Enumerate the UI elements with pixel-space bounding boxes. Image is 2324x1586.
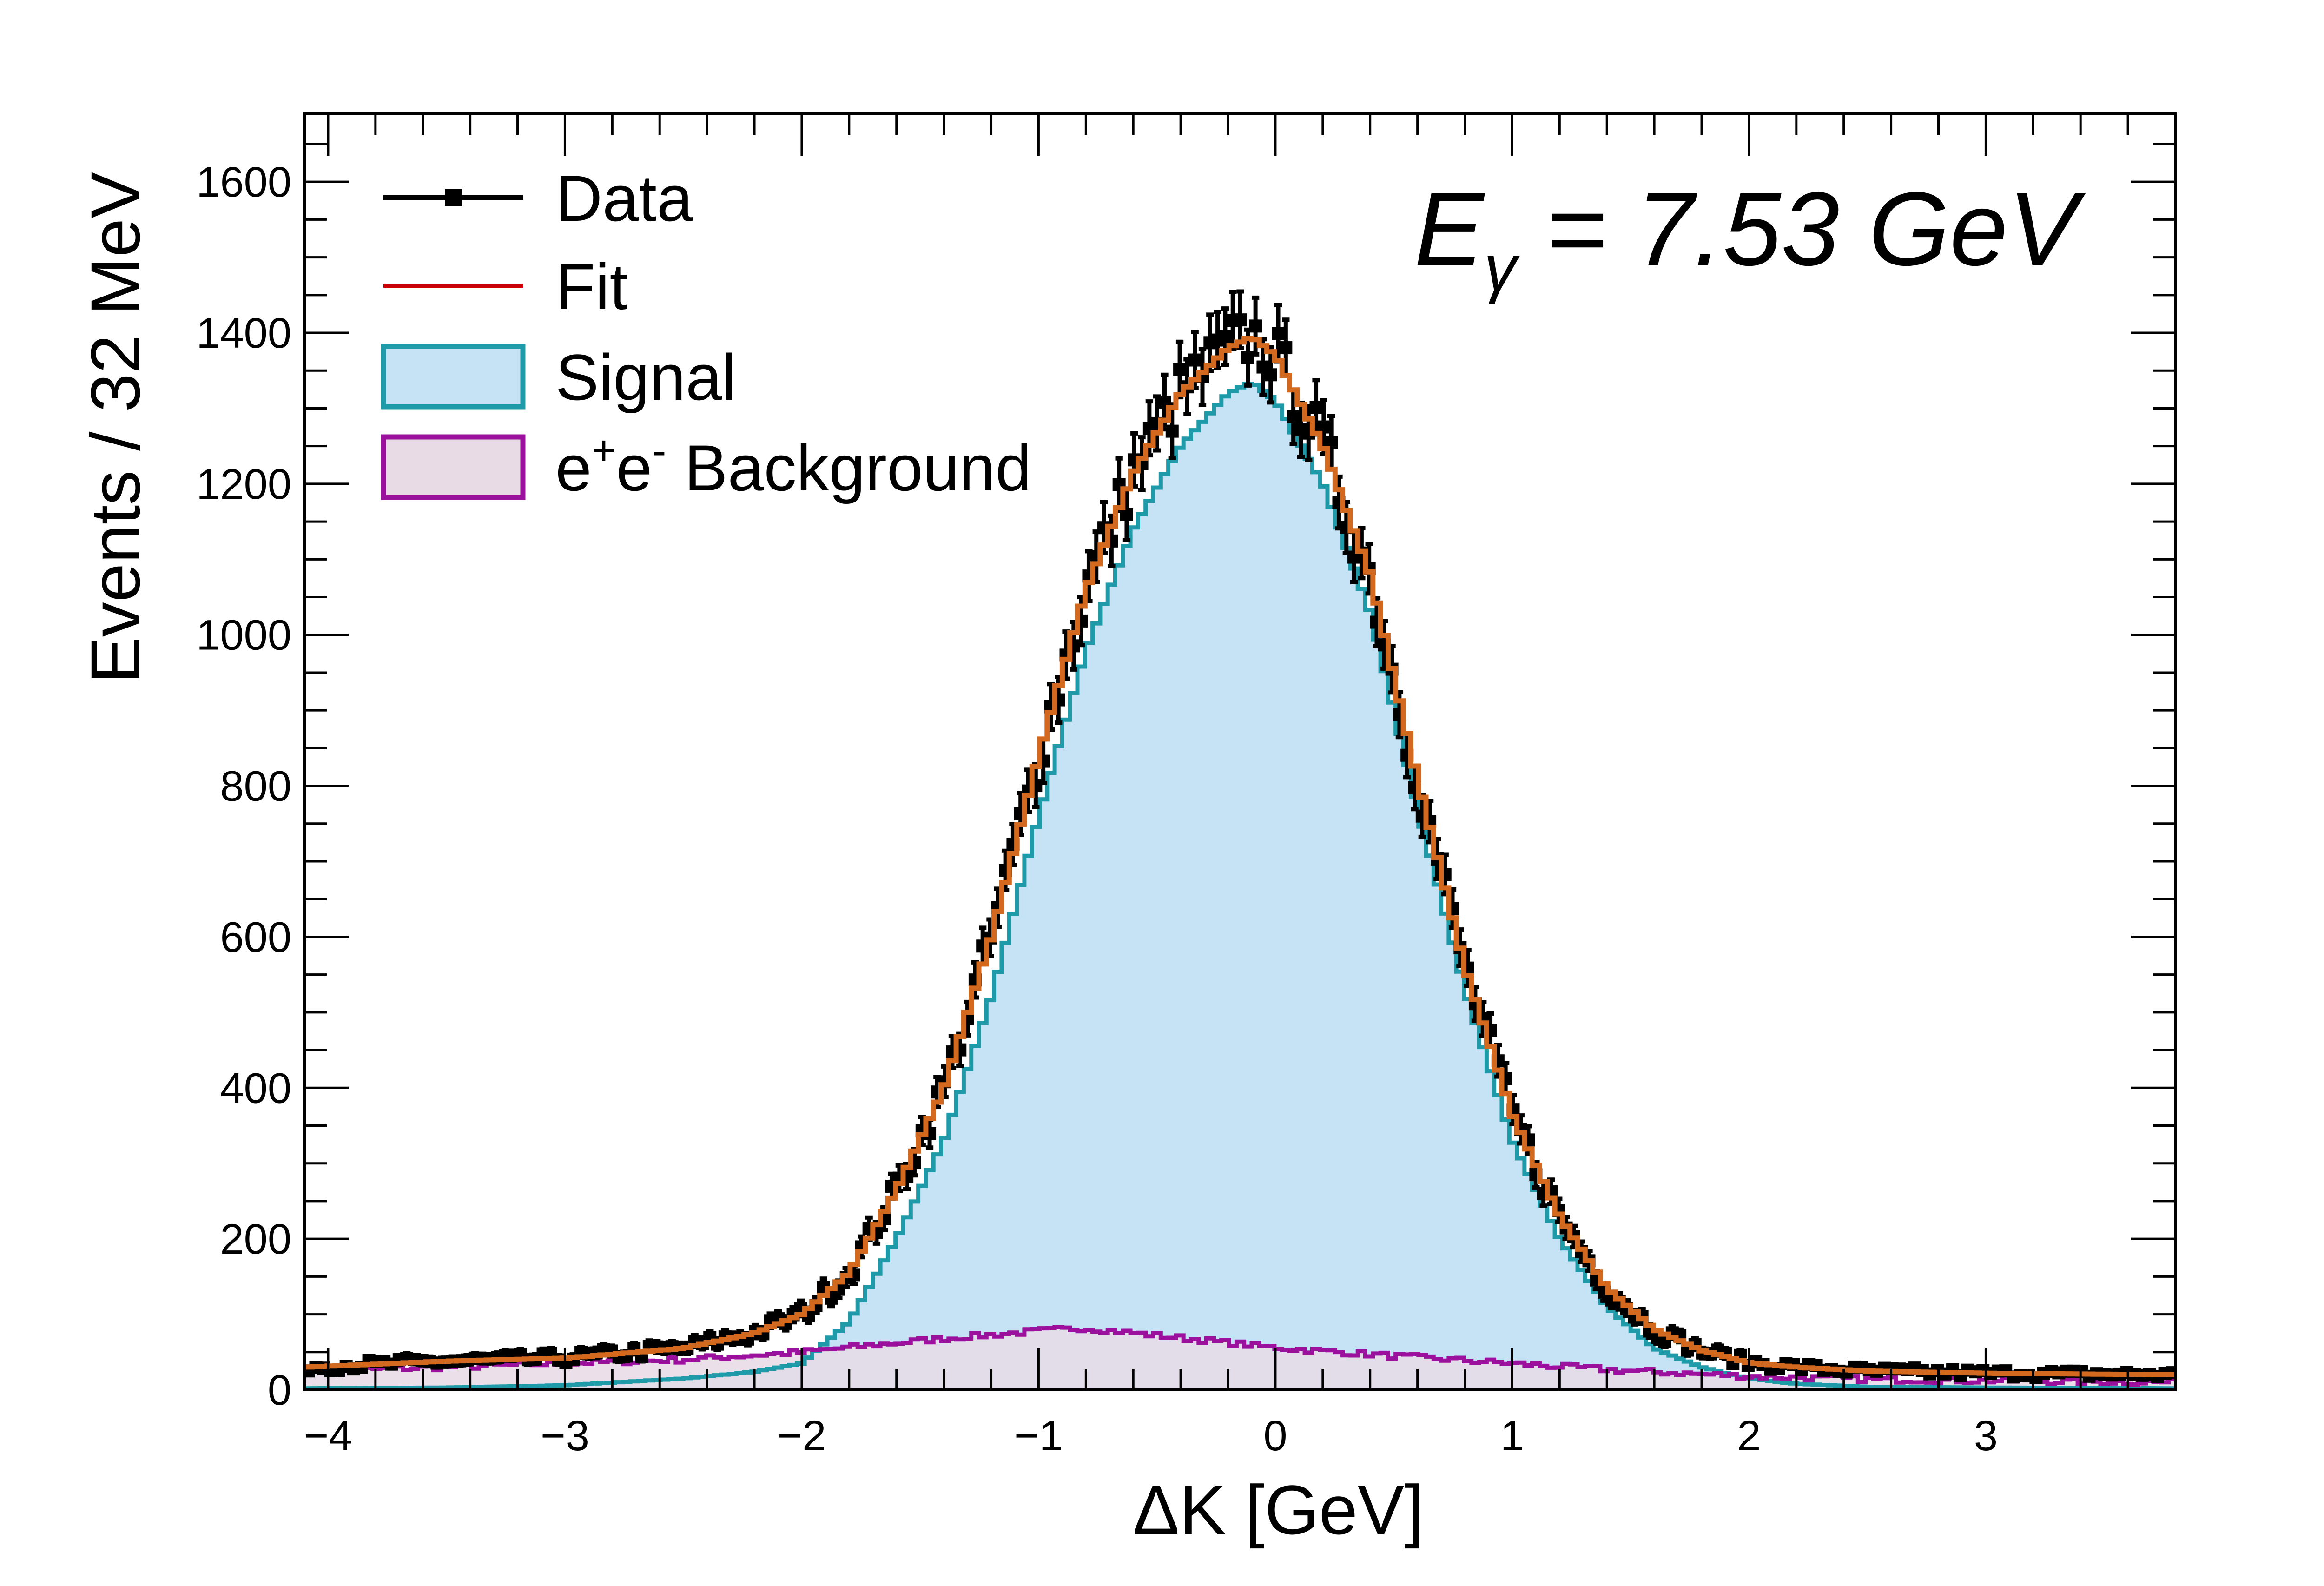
data-marker: [1287, 410, 1300, 423]
signal-fill: [304, 383, 2175, 1390]
legend-background-swatch: [381, 434, 526, 500]
plot-frame: [303, 112, 2177, 1391]
data-marker: [1188, 353, 1202, 367]
legend-background-label: e+e- Background: [555, 428, 1031, 504]
legend: Data Fit Signal e+e- Background: [381, 162, 1031, 504]
data-point: [1218, 306, 1232, 367]
data-marker: [1173, 363, 1187, 376]
data-point: [1264, 345, 1277, 405]
x-tick-label: 3: [1974, 1412, 1998, 1460]
y-tick-label: 1400: [196, 310, 291, 357]
legend-entry-background: e+e- Background: [381, 428, 1031, 504]
legend-signal-swatch: [381, 344, 526, 410]
axes: −4 −3 −2 −1 0 1 2 3 0 200 400 600 800 1000 1200 1400 160…: [196, 112, 2177, 1460]
y-tick-label: 1200: [196, 461, 291, 508]
legend-data-marker: [445, 189, 462, 206]
y-tick-label: 400: [220, 1064, 292, 1112]
y-tick-label: 800: [220, 763, 292, 810]
legend-fit-label: Fit: [555, 250, 628, 323]
fit-line: [304, 336, 2175, 1377]
data-point: [1234, 289, 1247, 350]
y-tick-label: 200: [220, 1216, 292, 1263]
data-marker: [1264, 368, 1277, 382]
y-tick-label: 1000: [196, 612, 291, 659]
background-fill: [304, 1327, 2175, 1390]
plot-area: [304, 289, 2175, 1390]
data-marker: [1309, 401, 1323, 414]
x-tick-label: 0: [1263, 1412, 1287, 1460]
data-marker: [1249, 319, 1262, 333]
data-point: [1128, 431, 1141, 489]
data-marker: [1165, 424, 1179, 438]
legend-signal-label: Signal: [555, 341, 736, 414]
y-tick-label: 600: [220, 913, 292, 961]
data-marker: [1218, 330, 1232, 344]
x-axis-label: ΔK [GeV]: [1133, 1471, 1423, 1549]
y-tick-label: 0: [268, 1367, 291, 1414]
data-marker: [1120, 508, 1133, 521]
energy-annotation: Eγ = 7.53 GeV: [1414, 170, 2086, 304]
data-marker: [1272, 327, 1285, 340]
data-marker: [1279, 341, 1293, 355]
x-tick-label: 1: [1500, 1412, 1524, 1460]
data-point: [1173, 339, 1187, 400]
x-tick-label: −1: [1014, 1412, 1063, 1460]
x-tick-label: −2: [777, 1412, 826, 1460]
legend-entry-signal: Signal: [381, 341, 736, 414]
legend-data-label: Data: [555, 162, 693, 235]
x-tick-label: −4: [304, 1412, 352, 1460]
plot-content: [304, 289, 2175, 1390]
y-tick-label: 1600: [196, 159, 291, 206]
data-point: [1249, 295, 1262, 357]
y-axis-label: Events / 32 MeV: [76, 172, 154, 684]
legend-entry-fit: Fit: [383, 250, 628, 323]
signal-line: [304, 382, 2175, 1390]
x-tick-label: −3: [541, 1412, 589, 1460]
data-marker: [1234, 313, 1247, 327]
x-tick-label: 2: [1737, 1412, 1761, 1460]
legend-entry-data: Data: [383, 162, 693, 235]
